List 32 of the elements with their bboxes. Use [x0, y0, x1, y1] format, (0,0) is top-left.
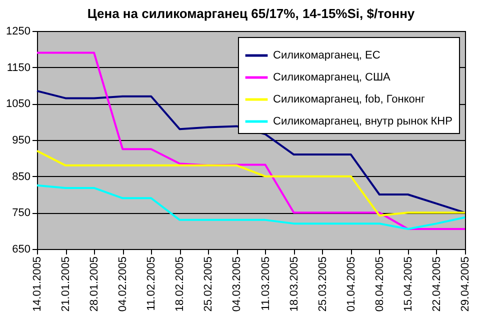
line-series — [36, 52, 466, 230]
x-tick-label: 25.03.2005 — [316, 256, 329, 312]
line-series — [36, 184, 466, 230]
x-tick-label: 04.02.2005 — [117, 256, 130, 312]
legend-label: Силикомарганец, внутр рынок КНР — [273, 116, 452, 128]
x-tick-label: 28.01.2005 — [88, 256, 101, 312]
x-tick-label: 21.01.2005 — [60, 256, 72, 312]
chart-title: Цена на силикомарганец 65/17%, 14-15%Si, $/тонну — [87, 6, 416, 21]
legend-label: Силикомарганец, ЕС — [273, 50, 380, 62]
x-tick-label: 29.04.2005 — [460, 256, 472, 312]
x-tick-label: 25.02.2005 — [202, 256, 215, 312]
x-tick-label: 14.01.2005 — [32, 256, 44, 312]
x-tick-label: 11.03.2005 — [260, 256, 272, 311]
x-tick-label: 18.02.2005 — [174, 256, 186, 312]
y-tick-label: 1050 — [6, 98, 30, 110]
y-tick-label: 750 — [12, 207, 30, 220]
x-tick-label: 22.04.2005 — [430, 256, 443, 312]
line-series — [36, 150, 466, 217]
x-tick-label: 15.04.2005 — [402, 256, 414, 312]
y-tick-label: 1250 — [6, 26, 30, 38]
x-tick-label: 04.03.2005 — [231, 256, 244, 312]
y-tick-label: 950 — [12, 134, 30, 146]
y-tick-label: 850 — [12, 170, 30, 183]
x-tick-label: 01.04.2005 — [345, 256, 358, 312]
legend-label: Силикомарганец, США — [273, 72, 392, 84]
y-tick-label: 650 — [12, 244, 30, 256]
legend-label: Силикомарганец, fob, Гонконг — [273, 94, 425, 106]
x-tick-label: 08.04.2005 — [374, 256, 386, 312]
x-tick-label: 18.03.2005 — [288, 256, 300, 312]
line-series — [36, 90, 466, 214]
y-tick-label: 1150 — [6, 62, 30, 74]
x-tick-label: 11.02.2005 — [146, 256, 158, 311]
